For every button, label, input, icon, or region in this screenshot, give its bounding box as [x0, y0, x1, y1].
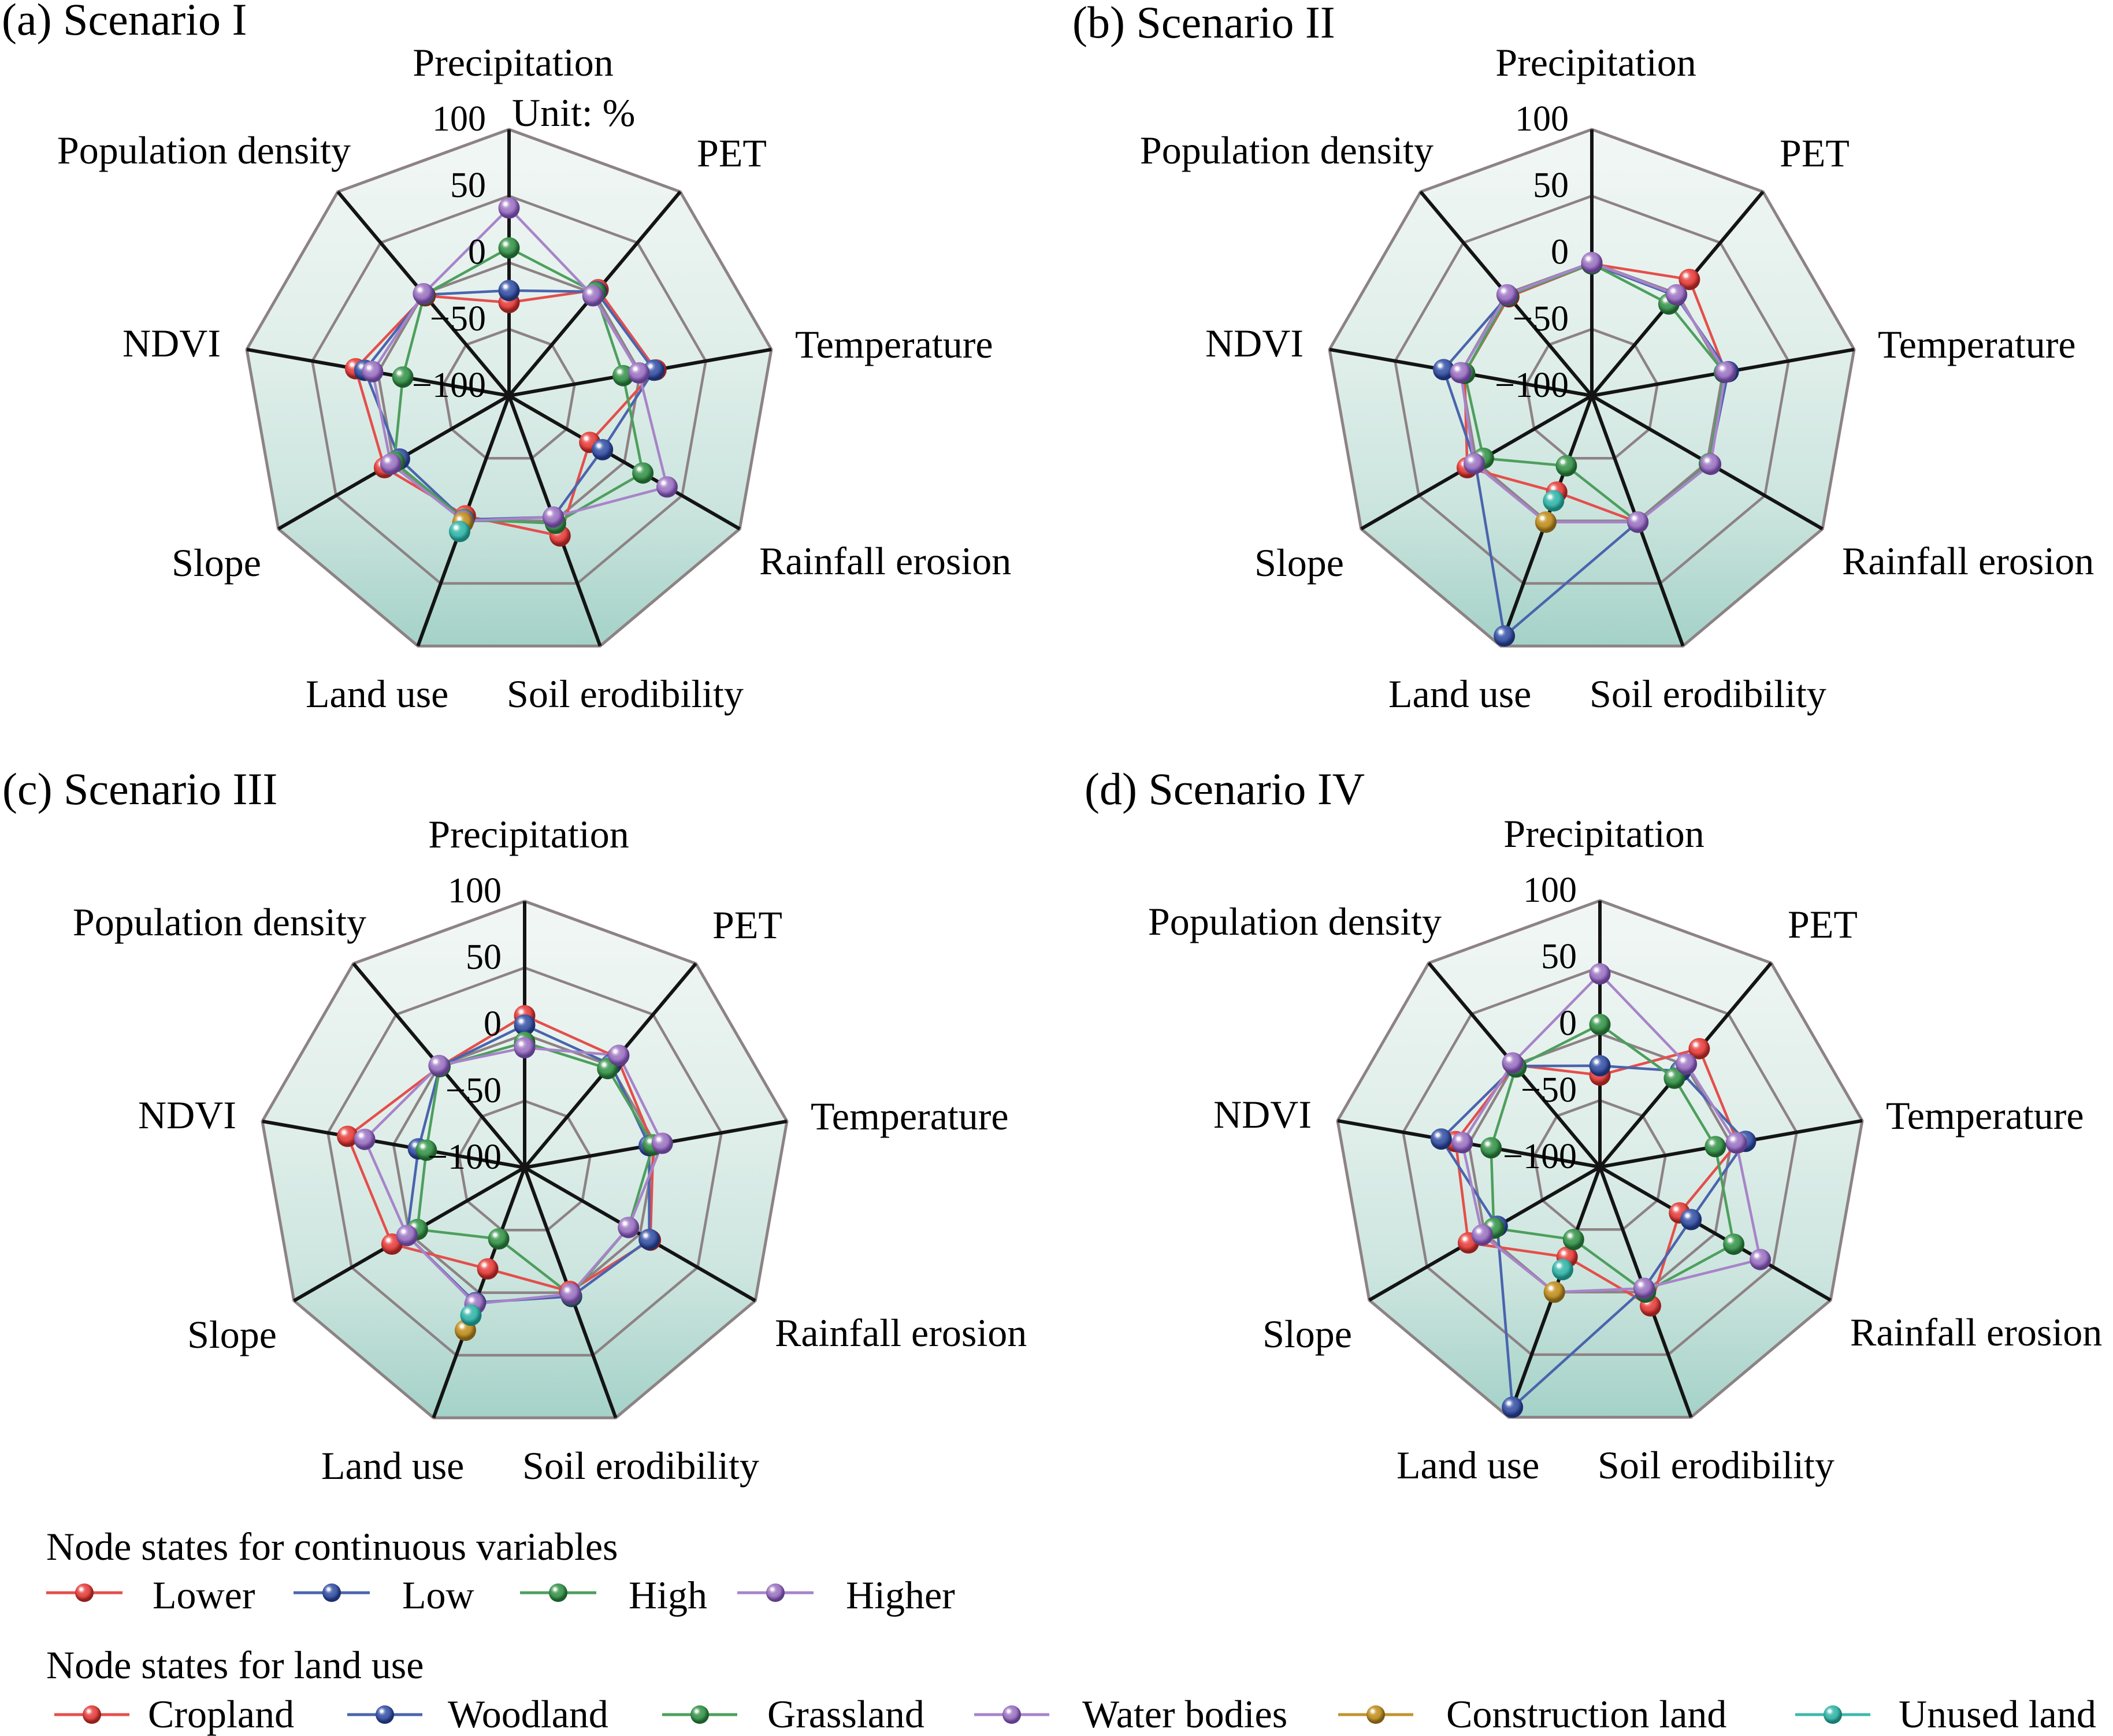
svg-text:Precipitation: Precipitation	[1503, 812, 1704, 856]
svg-text:−50: −50	[445, 1071, 502, 1110]
svg-text:Cropland: Cropland	[148, 1692, 294, 1736]
svg-text:Land use: Land use	[321, 1444, 464, 1488]
svg-text:Slope: Slope	[1254, 541, 1344, 585]
svg-text:Unused land: Unused land	[1899, 1692, 2096, 1736]
svg-text:Land use: Land use	[1388, 672, 1531, 716]
svg-text:−50: −50	[430, 299, 486, 339]
svg-text:−50: −50	[1513, 299, 1569, 339]
svg-text:Temperature: Temperature	[1886, 1094, 2084, 1137]
svg-text:50: 50	[450, 166, 486, 205]
svg-text:NDVI: NDVI	[122, 321, 221, 365]
svg-text:Population density: Population density	[73, 900, 366, 944]
svg-text:Soil erodibility: Soil erodibility	[1598, 1443, 1835, 1487]
svg-text:Construction land: Construction land	[1446, 1692, 1726, 1736]
svg-text:Unit: %: Unit: %	[512, 91, 635, 135]
svg-text:Population density: Population density	[1140, 128, 1434, 172]
svg-text:100: 100	[448, 871, 502, 910]
svg-text:Soil erodibility: Soil erodibility	[522, 1444, 759, 1488]
svg-text:50: 50	[466, 938, 502, 977]
svg-text:(d) Scenario IV: (d) Scenario IV	[1085, 764, 1365, 814]
svg-text:Rainfall erosion: Rainfall erosion	[775, 1311, 1027, 1355]
svg-text:−100: −100	[1495, 366, 1569, 405]
svg-text:Soil erodibility: Soil erodibility	[1590, 672, 1826, 716]
svg-text:PET: PET	[1788, 902, 1858, 946]
svg-text:0: 0	[484, 1005, 502, 1044]
svg-text:Temperature: Temperature	[1878, 322, 2076, 366]
svg-text:(c) Scenario III: (c) Scenario III	[2, 764, 277, 814]
svg-text:Precipitation: Precipitation	[428, 812, 629, 856]
svg-text:100: 100	[432, 99, 486, 139]
svg-text:NDVI: NDVI	[1205, 321, 1304, 365]
svg-text:Woodland: Woodland	[448, 1692, 608, 1736]
svg-text:−100: −100	[428, 1137, 502, 1177]
svg-text:Population density: Population density	[1148, 899, 1442, 943]
svg-text:(b) Scenario II: (b) Scenario II	[1072, 0, 1335, 47]
svg-text:Population density: Population density	[57, 128, 351, 172]
svg-text:Rainfall erosion: Rainfall erosion	[759, 539, 1011, 583]
svg-text:Precipitation: Precipitation	[413, 40, 613, 84]
svg-text:Slope: Slope	[172, 541, 261, 585]
svg-text:PET: PET	[697, 131, 767, 175]
svg-text:Rainfall erosion: Rainfall erosion	[1842, 539, 2094, 583]
svg-text:100: 100	[1515, 99, 1569, 139]
svg-text:100: 100	[1523, 871, 1577, 910]
svg-text:Slope: Slope	[1262, 1312, 1352, 1356]
svg-text:Node states for land use: Node states for land use	[46, 1643, 424, 1687]
svg-text:Higher: Higher	[846, 1573, 955, 1617]
svg-text:Node states for continuous var: Node states for continuous variables	[46, 1525, 618, 1568]
svg-text:0: 0	[468, 233, 486, 272]
svg-text:PET: PET	[1780, 131, 1850, 175]
svg-text:Temperature: Temperature	[811, 1094, 1009, 1138]
svg-text:Lower: Lower	[153, 1573, 255, 1617]
svg-text:−100: −100	[412, 366, 486, 405]
svg-text:50: 50	[1533, 166, 1569, 205]
svg-text:0: 0	[1559, 1004, 1577, 1043]
svg-text:PET: PET	[712, 903, 782, 947]
svg-text:(a) Scenario I: (a) Scenario I	[2, 0, 247, 44]
svg-text:Soil erodibility: Soil erodibility	[507, 672, 744, 716]
svg-text:NDVI: NDVI	[1213, 1092, 1312, 1136]
svg-text:Rainfall erosion: Rainfall erosion	[1850, 1310, 2102, 1354]
svg-text:High: High	[629, 1573, 707, 1617]
svg-text:Land use: Land use	[306, 672, 448, 716]
svg-text:Temperature: Temperature	[795, 322, 993, 366]
svg-text:Water bodies: Water bodies	[1082, 1692, 1287, 1736]
svg-text:Slope: Slope	[187, 1313, 277, 1356]
svg-text:Precipitation: Precipitation	[1495, 40, 1696, 84]
svg-text:−50: −50	[1521, 1070, 1577, 1110]
svg-text:0: 0	[1551, 233, 1569, 272]
svg-text:−100: −100	[1503, 1137, 1577, 1176]
svg-text:NDVI: NDVI	[138, 1093, 236, 1137]
svg-text:Grassland: Grassland	[767, 1692, 924, 1736]
svg-text:Low: Low	[402, 1573, 474, 1617]
svg-text:Land use: Land use	[1397, 1443, 1539, 1487]
svg-text:50: 50	[1541, 937, 1577, 976]
